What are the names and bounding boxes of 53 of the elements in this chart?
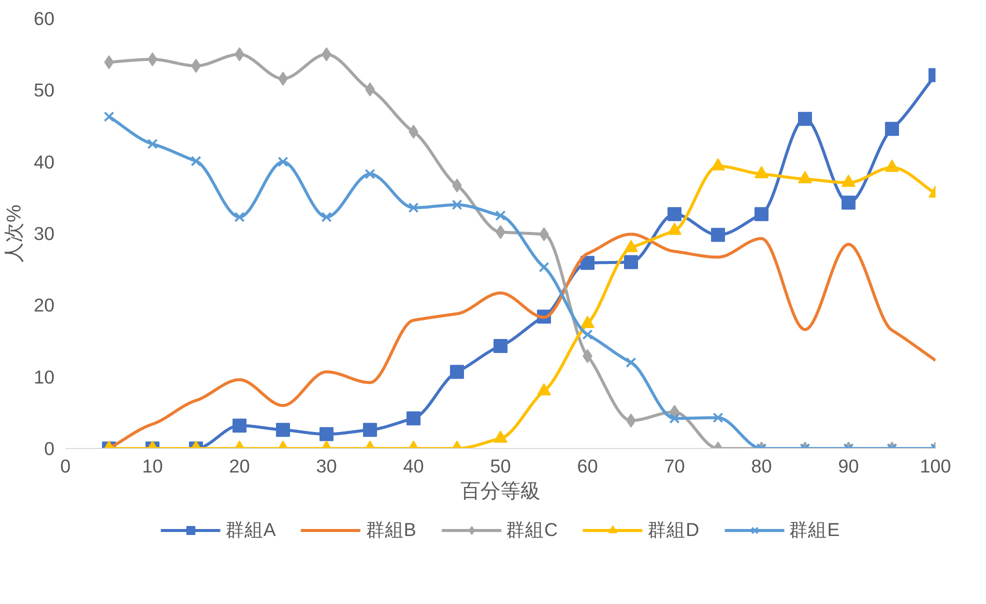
point (104, 111, 114, 122)
point (885, 160, 899, 172)
point (321, 212, 332, 222)
point (234, 212, 245, 222)
legend-label: 群組D (648, 518, 700, 542)
point (842, 174, 856, 187)
y-tick-label: 10 (34, 366, 55, 388)
point (885, 122, 899, 136)
point (537, 383, 551, 396)
point (798, 171, 812, 184)
x-tick-label: 90 (838, 456, 859, 476)
point (190, 156, 202, 166)
legend-label: 群組A (225, 518, 276, 542)
point (364, 168, 376, 180)
legend-label: 群組B (366, 518, 416, 542)
y-tick-label: 20 (34, 294, 55, 316)
x-axis-title: 百分等級 (460, 480, 540, 502)
point (408, 202, 419, 213)
x-tick-label: 0 (60, 456, 71, 476)
x-tick-label: 70 (664, 456, 685, 476)
point (495, 210, 506, 221)
point (147, 138, 158, 150)
y-tick-label: 30 (34, 223, 55, 244)
point (452, 200, 462, 210)
x-tick-label: 20 (229, 456, 250, 476)
x-tick-label: 100 (920, 456, 952, 476)
point (494, 430, 508, 443)
legend-label: 群組E (789, 518, 840, 542)
point (754, 207, 768, 222)
point (711, 228, 725, 242)
point (668, 222, 682, 235)
x-tick-label: 10 (142, 456, 163, 476)
y-tick-label: 60 (34, 8, 55, 29)
x-tick-label: 30 (316, 456, 337, 476)
x-tick-label: 60 (577, 456, 598, 476)
point (580, 256, 594, 270)
y-tick-label: 40 (34, 151, 55, 172)
x-tick-label: 40 (403, 456, 424, 476)
point (711, 158, 725, 170)
legend-label: 群組C (506, 518, 558, 542)
point (624, 240, 638, 252)
point (278, 156, 288, 168)
y-tick-label: 0 (44, 438, 55, 459)
x-tick-label: 50 (490, 456, 511, 476)
x-tick-label: 80 (751, 456, 772, 476)
point (798, 112, 812, 126)
point (668, 207, 682, 222)
point (754, 166, 768, 178)
y-axis-title: 人次% (4, 204, 26, 262)
point (580, 316, 594, 328)
y-tick-label: 50 (34, 80, 55, 101)
point (842, 196, 856, 210)
point (538, 262, 550, 272)
